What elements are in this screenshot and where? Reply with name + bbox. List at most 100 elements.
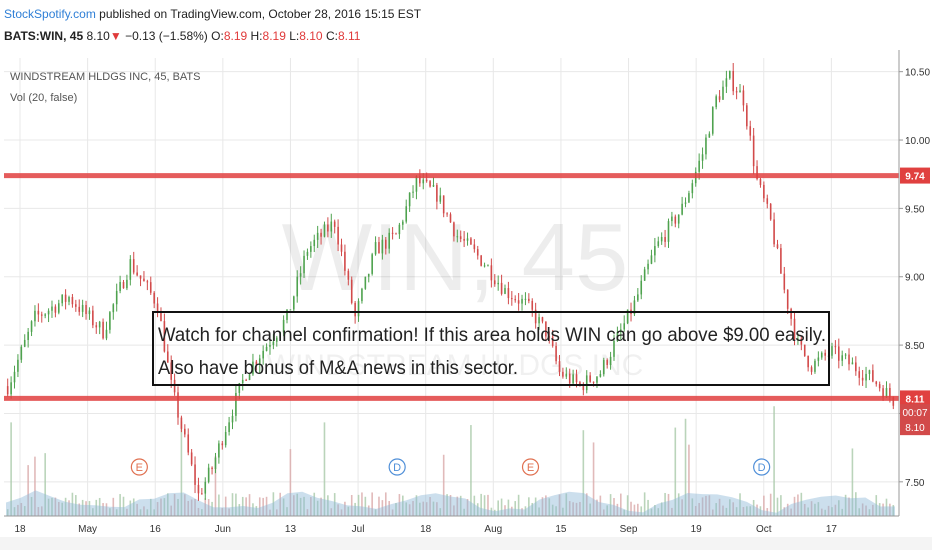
candle-body	[889, 388, 891, 398]
volume-bar	[306, 509, 309, 516]
candle-body	[790, 308, 792, 319]
volume-bar	[105, 503, 108, 516]
candle-body	[102, 321, 104, 339]
volume-bar	[783, 507, 786, 516]
candle-body	[756, 166, 758, 180]
candle-body	[112, 304, 115, 313]
volume-bar	[139, 509, 142, 516]
volume-bar	[126, 508, 128, 516]
volume-bar	[739, 493, 741, 516]
candle-body	[27, 331, 29, 340]
volume-bar	[493, 509, 496, 516]
time-tick-label: 18	[420, 524, 432, 535]
candle-body	[344, 251, 346, 271]
candle-body	[405, 206, 408, 222]
candle-body	[13, 371, 16, 383]
volume-bar	[40, 506, 43, 516]
volume-bar	[606, 505, 608, 516]
volume-bar	[694, 506, 697, 516]
candle-body	[180, 417, 183, 429]
candle-body	[800, 338, 803, 345]
volume-bar	[565, 493, 568, 516]
candle-body	[197, 484, 200, 494]
candle-body	[139, 275, 142, 279]
volume-bar	[75, 495, 77, 516]
volume-bar	[793, 496, 796, 516]
annotation-box[interactable]: Watch for channel confirmation! If this …	[152, 311, 830, 386]
volume-bar	[473, 495, 476, 516]
volume-bar	[201, 509, 203, 516]
candle-body	[773, 219, 775, 245]
volume-bar	[524, 506, 527, 516]
volume-bar	[252, 503, 254, 516]
volume-bars	[6, 406, 895, 516]
candle-body	[640, 280, 643, 295]
candle-body	[306, 251, 309, 256]
volume-bar	[23, 506, 26, 516]
price-chart[interactable]: WIN, 45 WINDSTREAM HLDGS INC E D E D Watch …	[0, 50, 932, 537]
volume-bar	[892, 505, 895, 516]
volume-bar	[153, 509, 155, 516]
candle-body	[412, 191, 414, 193]
candle-body	[255, 361, 258, 365]
volume-bar	[640, 506, 643, 516]
volume-bar	[340, 509, 343, 516]
candle-body	[262, 350, 264, 359]
volume-bar	[602, 509, 605, 516]
candle-body	[156, 303, 159, 312]
candle-body	[30, 321, 33, 332]
candle-body	[71, 297, 74, 305]
candle-body	[705, 137, 707, 155]
candle-body	[834, 346, 837, 348]
event-marker-icon: D	[753, 458, 771, 476]
time-axis[interactable]: 18 May 16 Jun 13 Jul 18 Aug 15 Sep 19 Oct 17	[4, 515, 899, 535]
volume-bar	[528, 497, 530, 516]
candle-body	[735, 91, 738, 93]
candle-body	[763, 184, 765, 199]
published-text: published on TradingView.com, October 28…	[99, 7, 422, 21]
candle-body	[643, 269, 646, 281]
volume-bar	[548, 498, 551, 516]
candle-body	[865, 373, 867, 381]
candle-body	[299, 273, 302, 277]
volume-bar	[534, 497, 537, 516]
candle-body	[439, 195, 442, 202]
event-circle	[753, 458, 771, 476]
candle-body	[68, 297, 70, 302]
volume-bar	[797, 494, 799, 516]
publisher-site-link[interactable]: StockSpotify.com	[4, 7, 96, 21]
candle-body	[861, 377, 864, 381]
volume-bar	[282, 498, 285, 516]
volume-bar	[773, 406, 775, 516]
volume-bar	[44, 453, 46, 516]
volume-bar	[517, 494, 520, 516]
candle-body	[51, 306, 53, 311]
candle-body	[258, 358, 261, 365]
candle-body	[531, 300, 534, 310]
candlesticks	[6, 62, 895, 501]
volume-bar	[861, 503, 864, 516]
volume-bar	[868, 509, 871, 516]
candle-body	[47, 310, 50, 315]
volume-bar	[742, 506, 745, 516]
chart-title: WINDSTREAM HLDGS INC, 45, BATS	[10, 71, 201, 83]
candle-body	[551, 336, 554, 346]
candle-body	[623, 323, 626, 330]
candle-body	[364, 276, 367, 289]
down-arrow-icon: ▼	[109, 29, 122, 43]
volume-bar	[439, 508, 442, 516]
candle-body	[449, 214, 452, 223]
volume-bar	[858, 508, 861, 516]
volume-bar	[238, 504, 241, 516]
candle-body	[820, 352, 823, 358]
candle-body	[44, 314, 46, 316]
candle-body	[776, 244, 779, 249]
volume-bar	[657, 508, 660, 516]
volume-bar	[258, 497, 261, 516]
volume-bar	[582, 430, 585, 516]
volume-bar	[780, 495, 782, 516]
horizontal-lines[interactable]	[4, 173, 899, 401]
candle-body	[221, 443, 224, 446]
volume-bar	[378, 496, 380, 516]
